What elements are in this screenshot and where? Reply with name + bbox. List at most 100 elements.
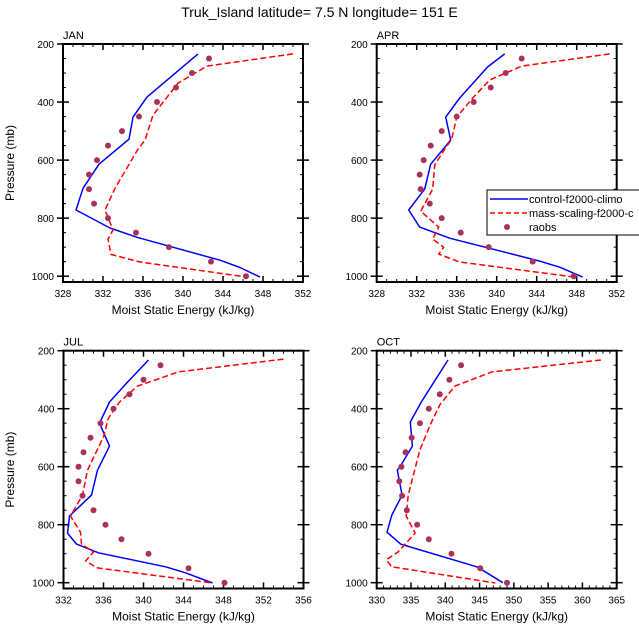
y-tick-label: 600 (351, 463, 368, 474)
x-tick-label: 340 (437, 596, 454, 607)
raobs-point (133, 229, 139, 236)
x-tick-label: 332 (408, 289, 425, 300)
y-tick-label: 400 (351, 98, 368, 109)
x-tick-label: 336 (448, 289, 465, 300)
x-tick-label: 348 (568, 289, 585, 300)
plot-area (75, 53, 294, 280)
raobs-point (477, 565, 484, 572)
panel-apr: APR 328 332 336 340 344 348 352 200 400 600 800 1000… (345, 30, 625, 317)
raobs-point (173, 84, 179, 91)
y-tick-label: 800 (38, 521, 55, 532)
raobs-point (166, 244, 172, 251)
mass-scaling-line (69, 358, 284, 584)
x-axis-title: Moist Static Energy (kJ/kg) (112, 610, 255, 624)
x-tick-label: 356 (295, 596, 312, 607)
plot-frame (375, 43, 618, 283)
raobs-point (136, 113, 142, 120)
legend-label: raobs (529, 222, 557, 234)
y-tick-label: 600 (351, 156, 368, 167)
raobs-point (94, 157, 100, 164)
raobs-point (408, 434, 415, 441)
x-tick-label: 344 (215, 289, 232, 300)
legend-label: control-f2000-climo (529, 194, 623, 206)
panel-label: OCT (377, 337, 401, 349)
raobs-point (91, 200, 97, 207)
y-tick-label: 800 (37, 214, 54, 225)
panel-label: JAN (63, 30, 84, 42)
raobs-point (436, 391, 443, 398)
y-tick-label: 600 (37, 156, 54, 167)
raobs-point (243, 273, 249, 280)
raobs-point (529, 258, 536, 265)
plot-area (66, 358, 284, 586)
raobs-point (118, 536, 125, 543)
raobs-point (503, 579, 510, 586)
raobs-point (145, 550, 152, 557)
x-tick-label: 330 (368, 596, 385, 607)
raobs-point (75, 463, 82, 470)
raobs-point (126, 391, 133, 398)
y-tick-label: 1000 (32, 579, 55, 590)
raobs-point (75, 478, 82, 485)
y-tick-label: 1000 (32, 272, 55, 283)
x-tick-label: 348 (215, 596, 232, 607)
y-tick-label: 400 (351, 405, 368, 416)
raobs-point (398, 463, 405, 470)
x-tick-label: 360 (574, 596, 591, 607)
raobs-point (414, 521, 421, 528)
x-tick-label: 332 (95, 289, 112, 300)
raobs-point (446, 376, 453, 383)
x-tick-label: 340 (488, 289, 505, 300)
legend-marker-raobs (504, 224, 510, 230)
y-tick-label: 800 (351, 214, 368, 225)
x-tick-label: 328 (55, 289, 72, 300)
plot-frame (375, 349, 618, 590)
x-tick-label: 340 (175, 289, 192, 300)
raobs-point (487, 84, 494, 91)
x-axis-title: Moist Static Energy (kJ/kg) (425, 303, 568, 317)
y-tick-label: 200 (37, 40, 54, 51)
control-line (386, 359, 504, 584)
plot-area (385, 359, 601, 586)
raobs-point (105, 215, 111, 222)
raobs-point (457, 229, 464, 236)
raobs-point (79, 492, 86, 499)
raobs-point (420, 157, 427, 164)
y-tick-label: 800 (351, 521, 368, 532)
y-tick-label: 400 (37, 98, 54, 109)
legend-label: mass-scaling-f2000-c (529, 208, 634, 220)
raobs-point (87, 434, 94, 441)
x-tick-label: 352 (608, 289, 625, 300)
raobs-point (80, 449, 87, 456)
raobs-point (403, 507, 410, 514)
raobs-point (221, 579, 228, 586)
plot-area (407, 53, 610, 280)
raobs-point (208, 258, 214, 265)
raobs-point (185, 565, 192, 572)
x-tick-label: 332 (55, 596, 72, 607)
y-tick-label: 200 (38, 347, 55, 358)
raobs-point (416, 420, 423, 427)
control-line (407, 53, 583, 278)
raobs-point (426, 200, 433, 207)
raobs-point (97, 420, 104, 427)
y-tick-label: 200 (351, 40, 368, 51)
raobs-point (438, 128, 445, 135)
x-tick-label: 345 (471, 596, 488, 607)
x-tick-label: 340 (135, 596, 152, 607)
raobs-point (157, 362, 164, 369)
raobs-point (485, 244, 492, 251)
raobs-point (416, 171, 423, 178)
raobs-point (119, 128, 125, 135)
raobs-point (427, 142, 434, 149)
raobs-point (502, 70, 509, 77)
control-line (66, 359, 213, 584)
raobs-point (458, 362, 465, 369)
raobs-point (417, 186, 424, 193)
x-tick-label: 344 (175, 596, 192, 607)
raobs-point (448, 550, 455, 557)
raobs-point (570, 273, 577, 280)
legend: control-f2000-climo mass-scaling-f2000-c r… (486, 189, 639, 236)
raobs-point (396, 478, 403, 485)
